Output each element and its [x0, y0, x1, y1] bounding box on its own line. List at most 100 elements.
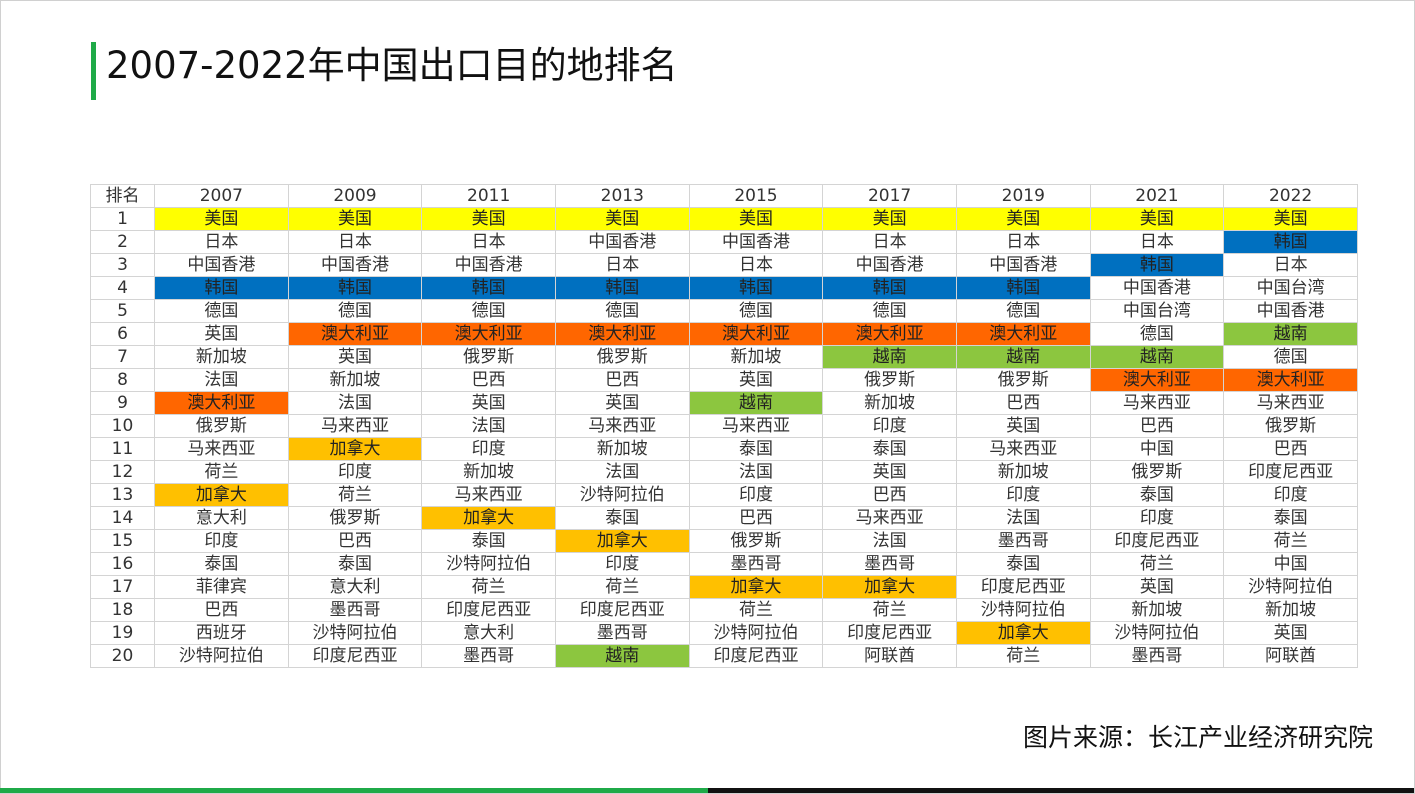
country-cell: 美国 [154, 207, 289, 231]
country-cell: 墨西哥 [1089, 644, 1225, 668]
country-cell: 韩国 [154, 276, 289, 300]
rank-cell: 20 [90, 644, 155, 668]
country-cell: 意大利 [421, 621, 556, 645]
country-cell: 法国 [421, 414, 556, 438]
country-cell: 印度尼西亚 [554, 598, 690, 622]
table-row: 14 意大利 俄罗斯 加拿大 泰国 巴西 马来西亚 法国 印度 泰国 [90, 506, 1358, 530]
country-cell: 法国 [554, 460, 690, 484]
country-cell: 巴西 [1223, 437, 1358, 461]
country-cell: 越南 [554, 644, 690, 668]
country-cell: 俄罗斯 [822, 368, 957, 392]
country-cell: 沙特阿拉伯 [554, 483, 690, 507]
table-header-row: 排名 2007 2009 2011 2013 2015 2017 2019 2021 2022 [90, 184, 1358, 208]
country-cell: 日本 [822, 230, 957, 254]
table-row: 2 日本 日本 日本 中国香港 中国香港 日本 日本 日本 韩国 [90, 230, 1358, 254]
table-row: 3 中国香港 中国香港 中国香港 日本 日本 中国香港 中国香港 韩国 日本 [90, 253, 1358, 277]
country-cell: 俄罗斯 [1223, 414, 1358, 438]
country-cell: 中国香港 [1089, 276, 1225, 300]
rank-cell: 18 [90, 598, 155, 622]
column-header-year: 2011 [421, 184, 556, 208]
country-cell: 韩国 [822, 276, 957, 300]
country-cell: 马来西亚 [1089, 391, 1225, 415]
country-cell: 沙特阿拉伯 [154, 644, 289, 668]
country-cell: 印度 [955, 483, 1091, 507]
country-cell: 泰国 [421, 529, 556, 553]
country-cell: 英国 [955, 414, 1091, 438]
country-cell: 俄罗斯 [688, 529, 824, 553]
country-cell: 越南 [1089, 345, 1225, 369]
table-row: 4 韩国 韩国 韩国 韩国 韩国 韩国 韩国 中国香港 中国台湾 [90, 276, 1358, 300]
country-cell: 巴西 [955, 391, 1091, 415]
country-cell: 德国 [1223, 345, 1358, 369]
country-cell: 韩国 [287, 276, 423, 300]
rank-cell: 10 [90, 414, 155, 438]
country-cell: 俄罗斯 [154, 414, 289, 438]
rank-cell: 5 [90, 299, 155, 323]
country-cell: 墨西哥 [287, 598, 423, 622]
country-cell: 英国 [1223, 621, 1358, 645]
country-cell: 印度 [287, 460, 423, 484]
country-cell: 沙特阿拉伯 [287, 621, 423, 645]
country-cell: 加拿大 [154, 483, 289, 507]
country-cell: 沙特阿拉伯 [1223, 575, 1358, 599]
country-cell: 沙特阿拉伯 [955, 598, 1091, 622]
title-accent-bar [91, 42, 96, 100]
rank-cell: 9 [90, 391, 155, 415]
table-row: 19 西班牙 沙特阿拉伯 意大利 墨西哥 沙特阿拉伯 印度尼西亚 加拿大 沙特阿拉伯 英国 [90, 621, 1358, 645]
column-header-year: 2022 [1223, 184, 1358, 208]
rank-cell: 8 [90, 368, 155, 392]
country-cell: 巴西 [1089, 414, 1225, 438]
country-cell: 法国 [154, 368, 289, 392]
country-cell: 德国 [421, 299, 556, 323]
country-cell: 英国 [688, 368, 824, 392]
country-cell: 中国 [1089, 437, 1225, 461]
country-cell: 印度尼西亚 [1223, 460, 1358, 484]
country-cell: 越南 [955, 345, 1091, 369]
country-cell: 澳大利亚 [1089, 368, 1225, 392]
country-cell: 美国 [822, 207, 957, 231]
country-cell: 墨西哥 [421, 644, 556, 668]
country-cell: 德国 [822, 299, 957, 323]
country-cell: 泰国 [955, 552, 1091, 576]
rank-cell: 2 [90, 230, 155, 254]
country-cell: 新加坡 [421, 460, 556, 484]
country-cell: 印度 [154, 529, 289, 553]
country-cell: 中国台湾 [1223, 276, 1358, 300]
country-cell: 沙特阿拉伯 [1089, 621, 1225, 645]
country-cell: 德国 [688, 299, 824, 323]
country-cell: 加拿大 [822, 575, 957, 599]
rank-cell: 14 [90, 506, 155, 530]
rank-cell: 3 [90, 253, 155, 277]
country-cell: 法国 [955, 506, 1091, 530]
country-cell: 中国香港 [1223, 299, 1358, 323]
country-cell: 马来西亚 [154, 437, 289, 461]
rank-cell: 19 [90, 621, 155, 645]
country-cell: 澳大利亚 [955, 322, 1091, 346]
table-body: 1 美国 美国 美国 美国 美国 美国 美国 美国 美国 2 日本 日本 日本 中国香港 中国香港 日本 日本 日本… [90, 207, 1358, 668]
country-cell: 马来西亚 [688, 414, 824, 438]
country-cell: 菲律宾 [154, 575, 289, 599]
country-cell: 荷兰 [1223, 529, 1358, 553]
country-cell: 日本 [1223, 253, 1358, 277]
column-header-rank: 排名 [90, 184, 155, 208]
country-cell: 日本 [421, 230, 556, 254]
country-cell: 韩国 [1223, 230, 1358, 254]
country-cell: 中国香港 [688, 230, 824, 254]
country-cell: 日本 [287, 230, 423, 254]
table-row: 7 新加坡 英国 俄罗斯 俄罗斯 新加坡 越南 越南 越南 德国 [90, 345, 1358, 369]
country-cell: 沙特阿拉伯 [421, 552, 556, 576]
country-cell: 俄罗斯 [287, 506, 423, 530]
country-cell: 新加坡 [554, 437, 690, 461]
rank-cell: 6 [90, 322, 155, 346]
country-cell: 泰国 [688, 437, 824, 461]
country-cell: 澳大利亚 [154, 391, 289, 415]
country-cell: 印度 [554, 552, 690, 576]
country-cell: 印度尼西亚 [822, 621, 957, 645]
country-cell: 墨西哥 [822, 552, 957, 576]
country-cell: 越南 [822, 345, 957, 369]
country-cell: 澳大利亚 [688, 322, 824, 346]
country-cell: 马来西亚 [822, 506, 957, 530]
table-row: 6 英国 澳大利亚 澳大利亚 澳大利亚 澳大利亚 澳大利亚 澳大利亚 德国 越南 [90, 322, 1358, 346]
country-cell: 韩国 [421, 276, 556, 300]
country-cell: 美国 [1089, 207, 1225, 231]
